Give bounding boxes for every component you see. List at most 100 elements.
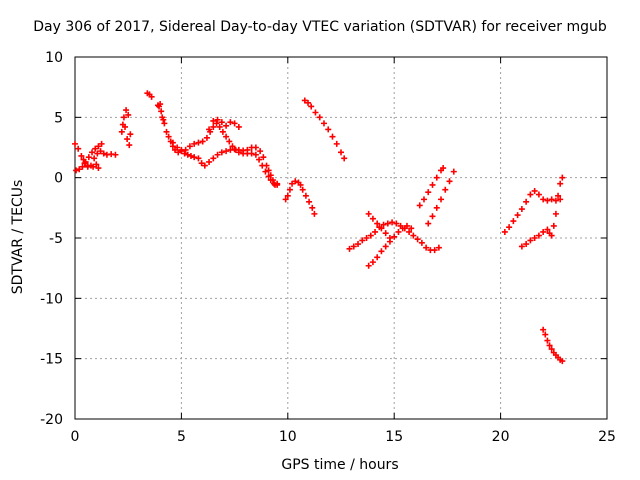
data-point [548,232,555,239]
data-point [309,204,316,211]
data-point [244,146,251,153]
data-point [306,198,313,205]
data-point [548,196,555,203]
data-point [214,116,221,123]
data-point [395,228,402,235]
data-point [127,131,134,138]
data-point [414,236,421,243]
data-point [92,145,99,152]
data-point [184,151,191,158]
data-point [93,161,100,168]
data-point [210,123,217,130]
data-point [341,155,348,162]
data-point [435,244,442,251]
data-point [126,142,133,149]
data-point [118,128,125,135]
data-point [425,189,432,196]
data-point [79,163,86,170]
data-point [210,117,217,124]
data-point [393,220,400,227]
data-point [80,156,87,163]
data-point [75,145,82,152]
data-point [311,210,318,217]
data-point [191,154,198,161]
data-point [389,219,396,226]
data-point [369,215,376,222]
data-point [367,232,374,239]
data-point [316,114,323,121]
data-point [544,337,551,344]
data-point [506,224,513,231]
data-point [213,120,220,127]
data-point [550,222,557,229]
data-point [148,93,155,100]
y-axis-label: SDTVAR / TECUs [10,179,26,295]
data-point [535,232,542,239]
data-point [442,186,449,193]
data-point [274,181,281,188]
data-point [355,241,362,248]
data-point [112,151,119,158]
data-point [305,99,312,106]
data-point [223,122,230,129]
data-point [552,197,559,204]
data-point [440,165,447,172]
data-point [165,133,172,140]
data-point [98,140,105,147]
data-point [267,172,274,179]
data-point [423,244,430,251]
y-tick-label: 10 [45,50,63,66]
data-point [256,156,263,163]
data-point [382,243,389,250]
data-point [518,243,525,250]
data-point [95,143,102,150]
data-point [124,136,131,143]
y-tick-label: -5 [49,231,63,247]
data-point [378,225,385,232]
data-point [418,239,425,246]
data-point [425,220,432,227]
data-point [433,204,440,211]
data-point [94,150,101,157]
data-point [302,192,309,199]
data-point [181,150,188,157]
data-point [391,233,398,240]
data-point [559,358,566,365]
data-point [374,220,381,227]
data-point [191,140,198,147]
data-point [329,133,336,140]
data-point [223,133,230,140]
data-point [523,241,530,248]
data-point [219,128,226,135]
data-point [320,120,327,127]
data-point [260,154,267,161]
data-point [384,220,391,227]
data-point [374,254,381,261]
data-point [73,167,80,174]
data-point [359,237,366,244]
data-point [163,128,170,135]
data-point [289,180,296,187]
data-point [85,154,92,161]
data-point [429,181,436,188]
data-point [262,168,269,175]
data-point [292,178,299,185]
data-point [218,119,225,126]
data-point [301,97,308,104]
data-point [531,187,538,194]
data-point [523,198,530,205]
data-point [399,225,406,232]
data-point [201,162,208,169]
data-point [198,160,205,167]
data-point [199,138,206,145]
data-point [420,196,427,203]
data-point [95,165,102,172]
data-point [227,119,234,126]
data-point [297,181,304,188]
data-point [542,331,549,338]
data-point [123,107,130,114]
data-point [446,178,453,185]
data-point [174,144,181,151]
data-point [333,140,340,147]
